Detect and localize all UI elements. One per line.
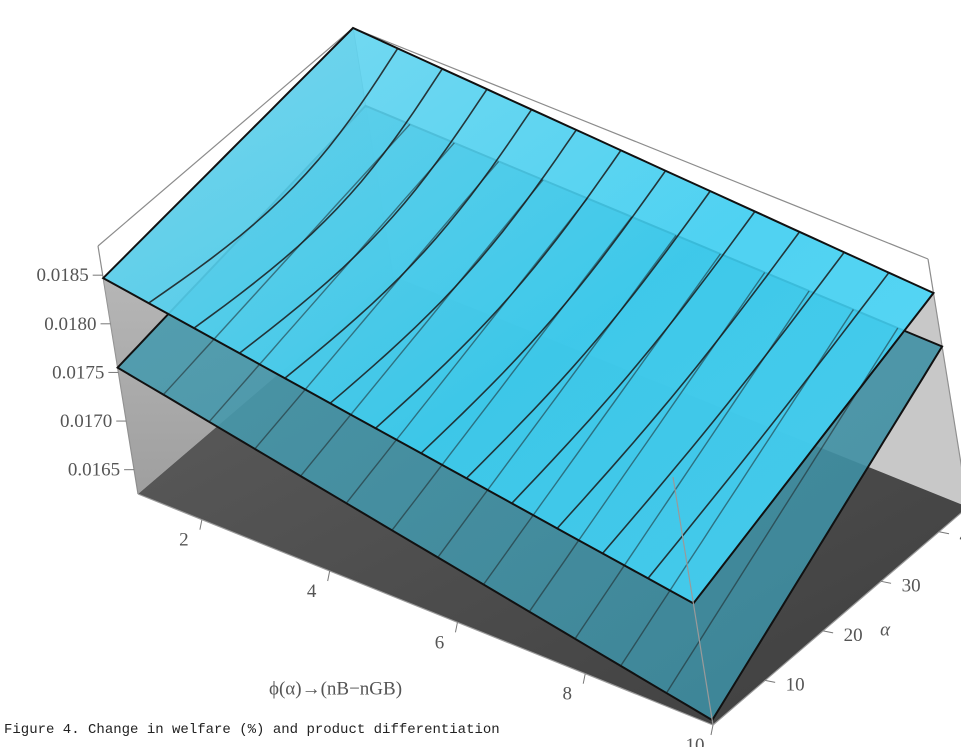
- z-tick-label-4: 0.0185: [36, 265, 88, 286]
- y-tick-label-3: 40: [960, 526, 961, 547]
- upper-surface: [101, 26, 936, 605]
- y-tick-2: [880, 580, 892, 584]
- bounding-box-front: [137, 476, 961, 726]
- upper-surface-sheet: [101, 26, 936, 605]
- contour-upper-7: [420, 170, 667, 454]
- contour-upper-4: [284, 109, 533, 379]
- box-edge-front-0: [137, 493, 714, 726]
- figure-caption: Figure 4. Change in welfare (%) and prod…: [4, 722, 500, 738]
- contour-lower-5: [345, 197, 588, 504]
- x-tick-2: [454, 622, 458, 633]
- contour-upper-5: [329, 129, 577, 404]
- contour-upper-11: [601, 251, 845, 554]
- x-axis-label: ϕ(α)→(nB−nGB): [269, 679, 402, 700]
- y-tick-label-0: 10: [786, 674, 805, 695]
- contour-lower-3: [254, 160, 500, 450]
- contour-lower-7: [437, 234, 677, 558]
- x-tick-1: [327, 570, 331, 582]
- box-edge-back-3: [97, 27, 354, 247]
- y-tick-0: [765, 679, 776, 683]
- z-tick-label-3: 0.0180: [44, 314, 96, 335]
- contour-upper-6: [375, 149, 622, 429]
- z-tick-label-2: 0.0175: [52, 362, 104, 383]
- box-edge-back-4: [97, 245, 139, 495]
- surface-contours: [148, 47, 899, 694]
- contour-upper-8: [465, 190, 711, 479]
- x-tick-3: [582, 673, 586, 684]
- contour-upper-3: [238, 88, 488, 354]
- contour-upper-12: [647, 272, 890, 579]
- x-tick-label-3: 8: [562, 684, 572, 705]
- x-tick-4: [710, 724, 714, 736]
- contour-lower-4: [300, 179, 544, 477]
- y-tick-label-2: 30: [902, 575, 921, 596]
- box-edge-front-2: [672, 476, 714, 726]
- y-tick-3: [938, 531, 950, 535]
- contour-lower-8: [482, 253, 721, 585]
- y-tick-1: [823, 630, 834, 634]
- x-tick-label-4: 10: [686, 735, 705, 747]
- contour-upper-9: [511, 211, 756, 504]
- z-tick-label-0: 0.0165: [68, 460, 120, 481]
- axes: 2 4 6 8 10 10 20 30 40 0.0165 0.0170 0.0175 0.0180 0.…: [36, 265, 961, 752]
- contour-upper-2: [193, 68, 443, 329]
- x-tick-0: [199, 519, 203, 530]
- contour-lower-6: [391, 216, 633, 531]
- x-tick-label-1: 4: [307, 581, 317, 602]
- box-edge-front-1: [712, 512, 961, 726]
- contour-lower-12: [665, 327, 899, 694]
- contour-upper-1: [148, 47, 399, 304]
- box-edge-back-2: [352, 27, 929, 260]
- contour-lower-1: [162, 123, 411, 396]
- x-tick-label-2: 6: [435, 632, 445, 653]
- z-tick-label-1: 0.0170: [60, 411, 112, 432]
- x-tick-label-0: 2: [179, 530, 189, 551]
- contour-upper-10: [556, 231, 801, 529]
- y-tick-label-1: 20: [844, 625, 863, 646]
- y-axis-label: α: [880, 619, 891, 640]
- contour-lower-2: [208, 142, 455, 423]
